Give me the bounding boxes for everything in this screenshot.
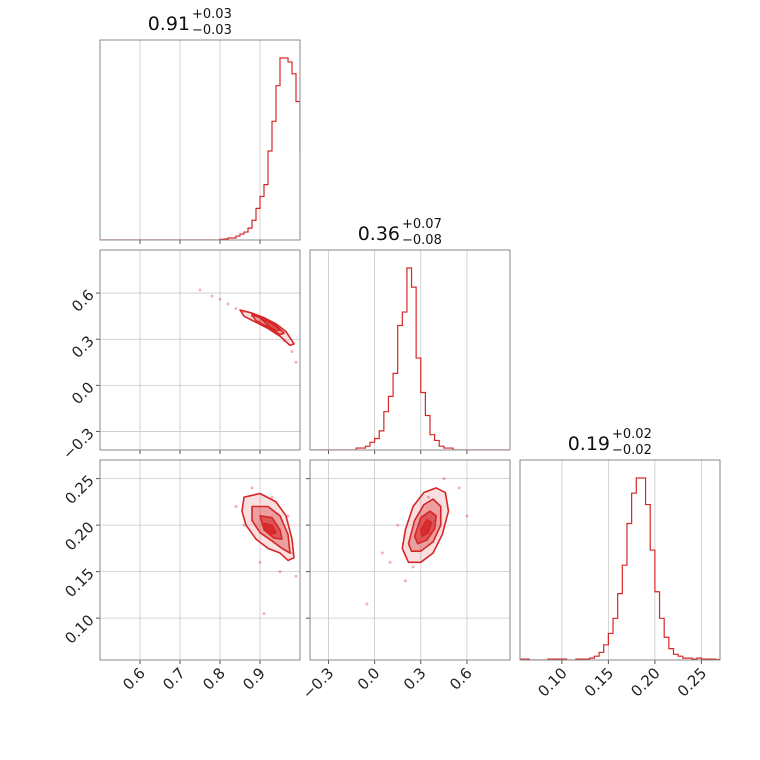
histogram-2-step [520,477,720,660]
corr-2-sample-6 [457,486,461,490]
corr-1-contour-3 [263,522,277,536]
corr-0-contour-2 [259,316,281,332]
histogram-1-frame [309,249,511,451]
x-tick-label-0-0: 0.6 [119,664,149,694]
y-tick-label-1-1: 0.0 [68,378,98,408]
histogram-0-step [100,57,300,240]
x-tick-label-1-0: −0.3 [299,664,337,702]
corr-2-sample-8 [396,523,400,527]
corr-1-sample-6 [278,570,282,574]
histogram-1-title-upper: +0.07 [402,217,442,232]
histogram-1-title-value: 0.36 [358,223,400,245]
histogram-2-title-upper: +0.02 [612,427,652,442]
histogram-panel-1: 0.36 +0.07−0.08 [309,217,511,454]
corr-1-sample-0 [250,486,254,490]
corr-2-sample-7 [465,514,469,518]
histogram-1-title-lower: −0.08 [402,233,442,248]
x-tick-label-2-2: 0.20 [627,664,663,700]
x-tick-label-2-3: 0.25 [674,664,710,700]
corr-0-sample-1 [210,294,214,298]
correlation-panel-2-0 [96,459,301,664]
corr-2-sample-9 [411,565,415,569]
histogram-panel-2: 0.19 +0.02−0.02 [519,427,721,664]
corr-2-contour-3 [419,518,433,538]
correlation-panel-1-0 [96,249,301,454]
x-tick-label-1-1: 0.0 [354,664,384,694]
y-tick-label-2-2: 0.20 [61,518,97,554]
corr-0-sample-7 [258,319,262,323]
histogram-2-title-value: 0.19 [568,433,610,455]
corr-0-sample-4 [234,306,238,310]
y-tick-label-2-3: 0.25 [61,472,97,508]
corr-0-sample-11 [290,350,294,354]
correlation-2-density [365,477,469,606]
corr-2-sample-2 [388,560,392,564]
histogram-0-title-lower: −0.03 [192,23,232,38]
corr-2-sample-5 [442,477,446,481]
corr-1-sample-7 [294,574,298,578]
x-tick-label-0-3: 0.9 [239,664,269,694]
corr-0-sample-2 [218,297,222,301]
correlation-2-frame [309,459,511,661]
y-tick-label-2-1: 0.15 [61,565,97,601]
y-tick-label-1-0: −0.3 [59,424,97,462]
corr-2-sample-1 [380,551,384,555]
corr-1-sample-9 [234,505,238,509]
corr-2-sample-3 [403,579,407,583]
y-tick-label-1-2: 0.3 [68,332,98,362]
corr-1-sample-2 [286,514,290,518]
x-tick-label-2-1: 0.15 [581,664,617,700]
corr-0-sample-12 [294,360,298,364]
histogram-2-title-lower: −0.02 [612,443,652,458]
x-tick-label-1-2: 0.3 [400,664,430,694]
corr-1-sample-5 [258,560,262,564]
correlation-0-density [198,288,298,364]
corr-1-sample-8 [262,611,266,615]
histogram-panel-0: 0.91 +0.03−0.03 [99,7,301,244]
y-tick-label-1-3: 0.6 [68,286,98,316]
histogram-0-title-value: 0.91 [148,13,190,35]
corr-1-sample-4 [242,523,246,527]
histogram-1-step [310,267,509,450]
histogram-2-frame [519,459,721,661]
corr-2-sample-0 [365,602,369,606]
x-tick-label-1-3: 0.6 [446,664,476,694]
corr-0-sample-3 [226,302,230,306]
histogram-0-title-upper: +0.03 [192,7,232,22]
correlation-1-frame [99,459,301,661]
histogram-0-frame [99,39,301,241]
correlation-1-density [234,486,298,615]
corr-2-sample-4 [426,495,430,499]
corr-1-sample-1 [270,495,274,499]
y-tick-label-2-0: 0.10 [61,611,97,647]
corr-0-sample-0 [198,288,202,292]
correlation-0-frame [99,249,301,451]
x-tick-label-0-2: 0.8 [199,664,229,694]
correlation-panel-2-1 [306,459,511,664]
corr-0-contour-0 [239,309,295,347]
x-tick-label-2-0: 0.10 [534,664,570,700]
x-tick-label-0-1: 0.7 [159,664,189,694]
